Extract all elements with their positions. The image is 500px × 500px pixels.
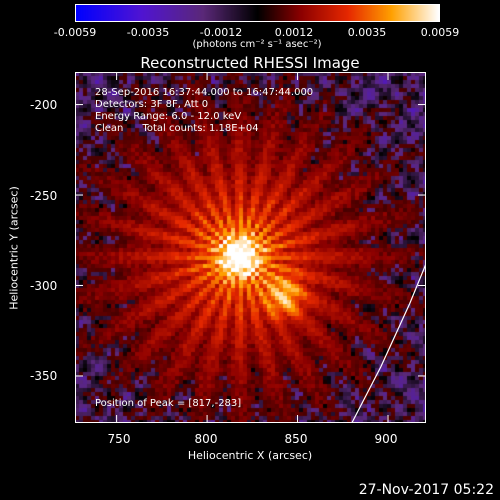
colorbar-tick: -0.0035 [126,26,170,39]
colorbar-tick: -0.0059 [53,26,97,39]
y-axis-label: Heliocentric Y (arcsec) [7,186,21,310]
x-tick-label: 900 [374,432,398,446]
info-time: 28-Sep-2016 16:37:44.000 to 16:47:44.000 [95,87,314,98]
chart-title: Reconstructed RHESSI Image [140,54,360,72]
colorbar [75,4,440,22]
y-tick-label: -300 [30,279,58,293]
observation-info: 28-Sep-2016 16:37:44.000 to 16:47:44.000… [95,87,313,135]
y-tick-label: -200 [30,98,58,112]
heatmap-image [75,72,426,423]
colorbar-tick: 0.0012 [274,26,314,39]
solar-limb [351,263,426,423]
y-tick-label: -350 [30,369,58,383]
plot-frame [75,72,426,423]
colorbar-tick: 0.0059 [420,26,460,39]
x-tick-label: 750 [107,432,131,446]
info-detectors: Detectors: 3F 8F, Att 0 [95,99,209,110]
info-counts: Clean Total counts: 1.18E+04 [95,123,259,134]
y-tick-label: -250 [30,189,58,203]
x-tick-label: 850 [284,432,308,446]
info-energy: Energy Range: 6.0 - 12.0 keV [95,111,242,122]
timestamp: 27-Nov-2017 05:22 [358,482,494,498]
plot-overlay [75,72,426,423]
colorbar-unit: (photons cm⁻² s⁻¹ asec⁻²) [192,39,322,50]
colorbar-tick: 0.0035 [347,26,387,39]
colorbar-tick: -0.0012 [199,26,243,39]
x-axis-label: Heliocentric X (arcsec) [187,449,313,462]
peak-position: Position of Peak = [817,-283] [95,398,242,409]
x-tick-label: 800 [194,432,218,446]
